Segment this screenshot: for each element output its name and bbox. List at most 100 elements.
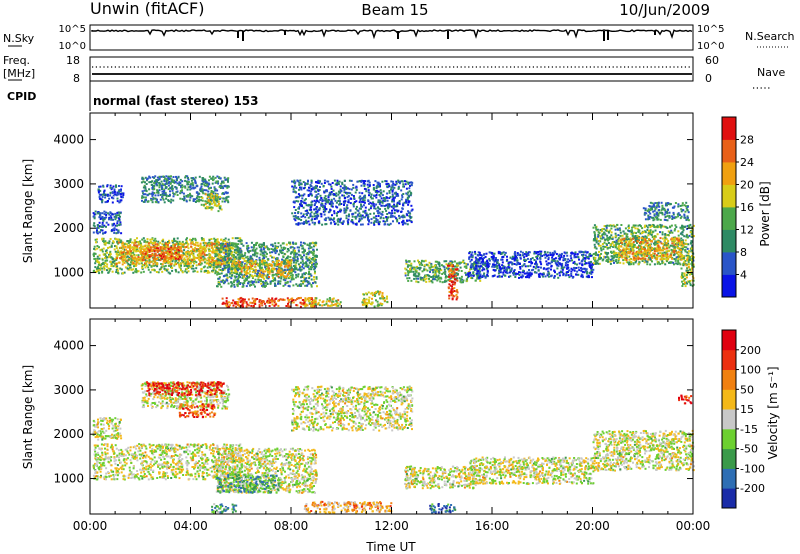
scatter-point bbox=[109, 214, 112, 217]
scatter-point bbox=[122, 272, 124, 275]
scatter-point bbox=[174, 186, 177, 189]
scatter-point bbox=[126, 267, 129, 270]
scatter-point bbox=[187, 252, 189, 255]
scatter-point bbox=[236, 301, 239, 304]
scatter-point bbox=[364, 206, 367, 209]
scatter-point bbox=[218, 253, 221, 256]
scatter-point bbox=[312, 186, 315, 189]
scatter-point bbox=[191, 248, 194, 251]
scatter-point bbox=[214, 245, 217, 248]
scatter-point bbox=[101, 216, 104, 218]
scatter-point bbox=[409, 193, 412, 196]
scatter-point bbox=[161, 197, 164, 200]
scatter-point bbox=[372, 184, 375, 186]
scatter-point bbox=[169, 250, 172, 253]
scatter-point bbox=[297, 253, 300, 256]
scatter-point bbox=[312, 253, 315, 256]
scatter-point bbox=[297, 200, 300, 203]
scatter-point bbox=[185, 260, 188, 263]
scatter-point bbox=[194, 237, 197, 240]
scatter-point bbox=[266, 283, 269, 285]
scatter-point bbox=[194, 186, 197, 189]
scatter-point bbox=[155, 180, 158, 183]
scatter-point bbox=[309, 184, 312, 186]
scatter-point bbox=[160, 251, 163, 254]
scatter-point bbox=[220, 257, 223, 260]
scatter-point bbox=[163, 260, 166, 263]
scatter-point bbox=[360, 217, 363, 220]
scatter-point bbox=[327, 211, 330, 214]
scatter-point bbox=[216, 193, 219, 196]
scatter-point bbox=[393, 209, 396, 212]
scatter-point bbox=[245, 256, 248, 259]
scatter-point bbox=[151, 249, 154, 252]
scatter-point bbox=[151, 253, 154, 256]
scatter-point bbox=[194, 250, 197, 253]
scatter-point bbox=[276, 261, 279, 264]
scatter-point bbox=[182, 192, 185, 195]
scatter-point bbox=[284, 276, 287, 279]
scatter-point bbox=[345, 209, 348, 212]
scatter-point bbox=[236, 285, 239, 288]
scatter-point bbox=[97, 263, 100, 266]
scatter-point bbox=[113, 229, 116, 232]
scatter-point bbox=[369, 196, 372, 198]
scatter-point bbox=[181, 184, 184, 187]
scatter-point bbox=[187, 270, 190, 273]
scatter-point bbox=[180, 257, 183, 260]
scatter-point bbox=[186, 188, 189, 191]
scatter-point bbox=[123, 243, 126, 246]
scatter-point bbox=[132, 271, 135, 274]
scatter-point bbox=[393, 212, 396, 215]
scatter-point bbox=[121, 196, 124, 199]
scatter-point bbox=[381, 194, 384, 197]
scatter-point bbox=[376, 191, 379, 194]
scatter-point bbox=[232, 304, 235, 307]
scatter-point bbox=[370, 303, 372, 305]
scatter-point bbox=[460, 270, 463, 272]
scatter-point bbox=[311, 256, 314, 259]
scatter-point bbox=[394, 192, 397, 195]
scatter-point bbox=[104, 196, 107, 199]
scatter-point bbox=[284, 264, 287, 267]
scatter-point bbox=[220, 262, 223, 265]
scatter-point bbox=[154, 243, 157, 246]
scatter-point bbox=[241, 257, 244, 260]
scatter-point bbox=[113, 188, 116, 191]
scatter-point bbox=[233, 249, 236, 251]
scatter-point bbox=[135, 244, 138, 247]
scatter-point bbox=[401, 194, 404, 197]
scatter-point bbox=[300, 219, 303, 221]
scatter-point bbox=[222, 269, 224, 271]
scatter-point bbox=[249, 301, 252, 304]
scatter-point bbox=[292, 284, 295, 287]
scatter-point bbox=[110, 245, 113, 248]
scatter-point bbox=[163, 189, 166, 192]
scatter-point bbox=[395, 182, 398, 185]
scatter-point bbox=[304, 198, 307, 201]
scatter-point bbox=[161, 243, 164, 246]
scatter-point bbox=[331, 182, 334, 184]
scatter-point bbox=[149, 271, 152, 274]
scatter-point bbox=[376, 210, 379, 213]
scatter-point bbox=[208, 241, 211, 244]
scatter-point bbox=[199, 242, 202, 245]
scatter-point bbox=[309, 251, 312, 254]
scatter-point bbox=[298, 284, 301, 287]
scatter-point bbox=[413, 260, 416, 263]
scatter-point bbox=[272, 299, 275, 302]
scatter-point bbox=[286, 261, 289, 264]
scatter-point bbox=[471, 277, 474, 280]
scatter-point bbox=[226, 265, 229, 268]
scatter-point bbox=[334, 183, 337, 186]
scatter-point bbox=[421, 259, 424, 262]
scatter-point bbox=[105, 241, 108, 244]
scatter-point bbox=[235, 248, 238, 251]
scatter-point bbox=[304, 297, 307, 300]
scatter-point bbox=[216, 189, 219, 192]
scatter-point bbox=[366, 302, 369, 304]
scatter-point bbox=[207, 195, 210, 198]
scatter-point bbox=[245, 270, 248, 273]
scatter-point bbox=[110, 256, 113, 259]
scatter-point bbox=[300, 215, 303, 218]
